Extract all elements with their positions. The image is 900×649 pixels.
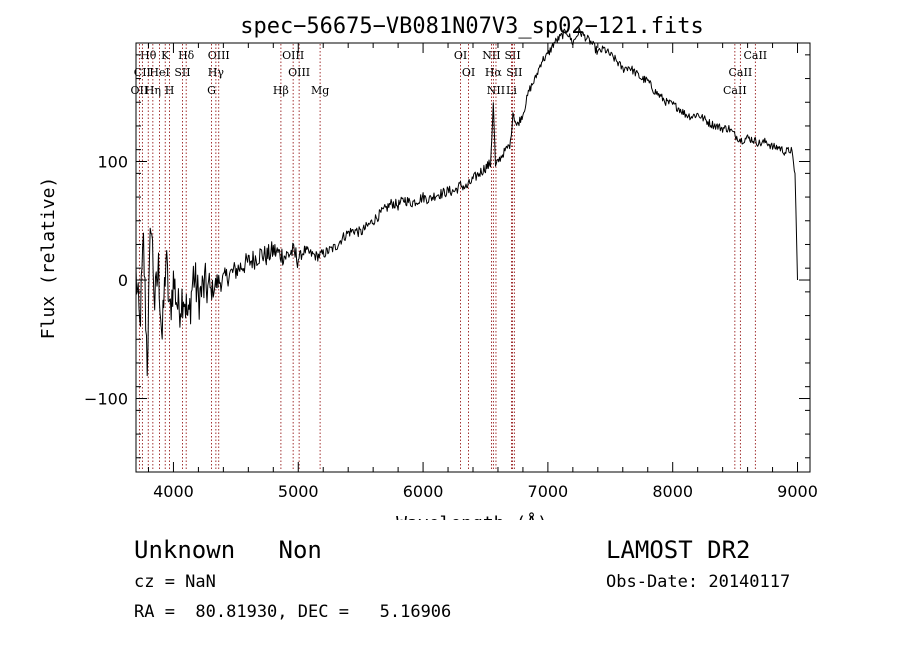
y-tick-label: 0: [118, 271, 128, 290]
ra-dec: RA = 80.81930, DEC = 5.16906: [134, 602, 452, 622]
line-label: Hη: [145, 84, 161, 97]
line-label: CaII: [729, 66, 753, 79]
line-label: OIII: [208, 49, 230, 62]
object-class: Unknown Non: [134, 536, 322, 564]
line-label: NII: [487, 84, 505, 97]
x-axis-label: Wavelength (Å): [396, 512, 548, 520]
line-label: OII: [131, 84, 149, 97]
line-label: OI: [454, 49, 467, 62]
y-axis-label: Flux (relative): [38, 177, 59, 340]
obs-date: Obs-Date: 20140117: [606, 572, 791, 592]
line-label: SII: [174, 66, 190, 79]
line-label: H: [165, 84, 175, 97]
x-tick-label: 6000: [403, 482, 444, 501]
line-label: NII: [482, 49, 500, 62]
line-label: K: [161, 49, 170, 62]
line-label: SII: [504, 49, 520, 62]
line-label: HeI: [149, 66, 169, 79]
x-tick-label: 9000: [777, 482, 818, 501]
plot-frame: [135, 42, 811, 473]
line-label: Hβ: [273, 84, 289, 97]
line-label: OIII: [282, 49, 304, 62]
y-tick-label: 100: [97, 153, 128, 172]
y-tick-label: −100: [84, 390, 128, 409]
line-label: SII: [506, 66, 522, 79]
x-axis: 4000 5000 6000 7000 8000 9000: [147, 43, 818, 501]
y-axis: −100 0 100: [84, 54, 810, 459]
line-label: Hδ: [178, 49, 195, 62]
line-label: Li: [506, 84, 517, 97]
line-label: CaII: [723, 84, 747, 97]
line-label: OI: [462, 66, 475, 79]
x-tick-label: 4000: [153, 482, 194, 501]
x-tick-label: 8000: [652, 482, 693, 501]
chart-title: spec−56675−VB081N07V3_sp02−121.fits: [240, 14, 704, 39]
x-tick-label: 7000: [528, 482, 569, 501]
line-label: CaII: [743, 49, 767, 62]
line-label: G: [207, 84, 216, 97]
line-label: OIII: [288, 66, 310, 79]
line-label: Mg: [311, 84, 329, 97]
line-label: CII: [134, 66, 151, 79]
line-label: Hγ: [208, 66, 225, 79]
spectrum-chart: spec−56675−VB081N07V3_sp02−121.fits Hθ K H…: [38, 14, 818, 520]
line-label: Hα: [485, 66, 503, 79]
spectrum-layer: [135, 27, 798, 377]
spectrum-line: [135, 27, 798, 377]
survey-name: LAMOST DR2: [606, 536, 751, 564]
x-tick-label: 5000: [278, 482, 319, 501]
redshift-cz: cz = NaN: [134, 572, 216, 592]
